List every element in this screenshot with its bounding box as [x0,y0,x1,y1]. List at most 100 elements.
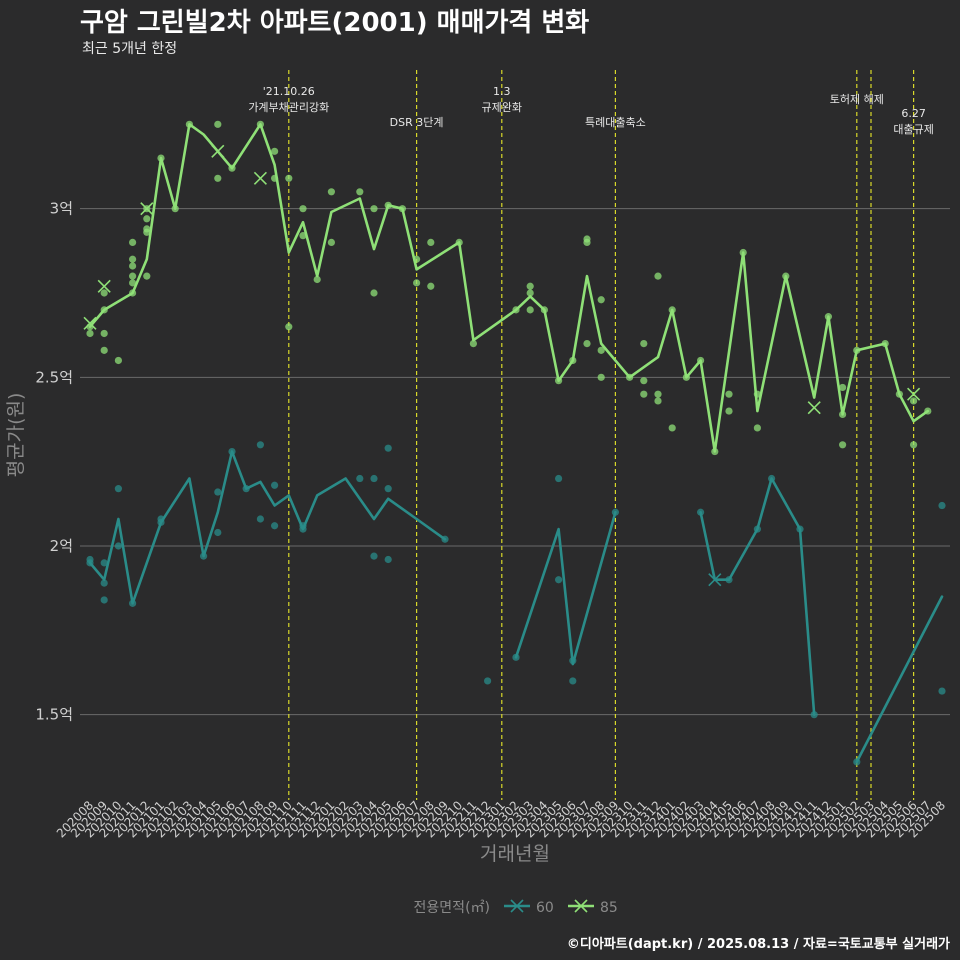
series-60-point [86,559,94,567]
series-60-line [514,510,617,666]
series-85-point [143,215,151,223]
series-85-point [327,188,335,196]
series-85-point [299,205,307,213]
series-60-point [611,508,620,516]
series-85-point [597,346,605,354]
series-60-point [271,481,279,489]
series-85-point [526,289,534,297]
series-85-point [129,238,137,246]
series-85-cross-marker [211,144,225,158]
series-60-point [569,677,577,685]
series-85-point [839,383,847,392]
series-85-point [370,289,378,297]
series-60-point [100,596,108,604]
series-85-point [526,282,534,290]
series-60-point [228,447,236,456]
series-60-point [384,485,392,493]
series-85-point [725,407,733,415]
series-60-point [356,474,364,483]
series-85-point [569,356,577,365]
series-60-point [512,653,520,661]
series-60-point [100,579,108,587]
series-60-point [129,599,137,607]
series-60-point [725,576,733,584]
series-cross-markers [83,144,921,587]
series-85-cross-marker [253,171,267,185]
legend: 전용면적(㎡) 60 85 [414,899,618,916]
series-60-point [384,444,392,452]
series-85-point [682,373,691,381]
series-85-point [668,424,676,432]
series-85-point [313,275,321,284]
series-85-point [924,407,932,415]
series-85-point [143,225,151,233]
series-85-point [839,410,847,419]
event-label: 특례대출축소 [585,116,646,129]
y-axis-ticks: 1.5억 2억 2.5억 3억 [35,200,73,724]
series-85-point [512,306,520,314]
legend-item-60: 60 [504,899,554,916]
series-85-point [171,205,179,213]
series-60-point [697,508,705,516]
series-85-point [356,188,364,196]
series-85-point [114,356,122,365]
series-85-point [910,441,918,449]
series-85-point [640,390,648,398]
series-85-point [910,397,918,405]
series-60-point [200,552,208,560]
y-tick-label: 3억 [50,200,73,218]
series-85-point [129,272,137,280]
series-60-point [214,528,222,537]
series-85-point [824,313,833,321]
event-label: 토허제 해제 [830,92,884,106]
series-85-point [654,397,662,405]
series-60-point [256,515,264,523]
event-label: '21.10.26 [263,85,315,98]
series-60-point [555,576,563,584]
series-85-point [427,282,435,290]
event-label: 규제완화 [482,101,522,114]
x-axis-title: 거래년월 [480,843,550,865]
series-85-point [100,329,108,338]
series-85-point [143,272,151,280]
series-85-point [654,272,662,280]
series-85-point [782,272,790,280]
series-60-point [271,522,279,530]
series-85-point [413,279,421,287]
series-85-point [555,377,563,385]
series-85-point [100,306,108,314]
series-85-point [214,120,222,128]
series-60-point [299,525,307,533]
series-60-point [256,441,264,449]
y-tick-label: 1.5억 [35,706,73,724]
series-85-point [271,174,279,182]
legend-key-cross [574,899,588,913]
series-85-point [285,174,293,182]
series-85-point [881,340,889,348]
series-85-point [129,289,137,297]
series-85-point [384,201,392,209]
series-60-point [938,501,946,510]
event-label: 6.27 [901,107,926,120]
series-85-cross-marker [83,316,97,330]
series-85-point [129,279,137,287]
series-85-cross-marker [807,401,821,415]
series-85-point [583,238,591,246]
series-85-point [711,447,719,456]
series-85-point [597,296,605,304]
series-85-cross-marker [140,202,154,216]
series-85-point [228,164,236,172]
series-85-point [271,147,279,155]
series-85-point [668,306,676,314]
series-60-point [938,687,946,695]
series-60-point [753,525,762,533]
series-85-point [100,289,108,297]
series-60-point [100,559,108,567]
series-85-point [157,154,165,162]
series-85-point [753,390,762,398]
series-60-line [88,450,447,605]
series-85-point [398,205,406,213]
series-60-point [114,542,122,550]
series-60-point [484,677,492,685]
